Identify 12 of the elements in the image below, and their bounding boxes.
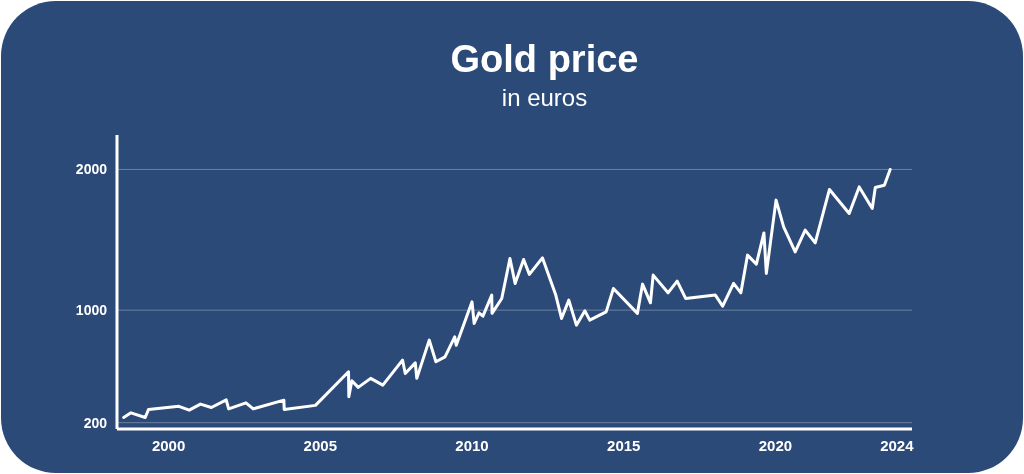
x-tick-label: 2010 — [455, 437, 489, 454]
y-tick-label: 200 — [83, 414, 108, 431]
x-tick-label: 2015 — [607, 437, 641, 454]
x-tick-label: 2000 — [151, 437, 186, 454]
y-tick-label: 1000 — [75, 302, 108, 319]
chart-subtitle: in euros — [501, 84, 588, 111]
x-tick-label: 2024 — [880, 437, 915, 454]
line-series — [122, 167, 892, 419]
y-tick-label: 2000 — [75, 161, 108, 178]
x-tick-label: 2020 — [758, 437, 793, 454]
chart-title: Gold price — [450, 38, 639, 80]
x-tick-label: 2005 — [303, 437, 337, 454]
